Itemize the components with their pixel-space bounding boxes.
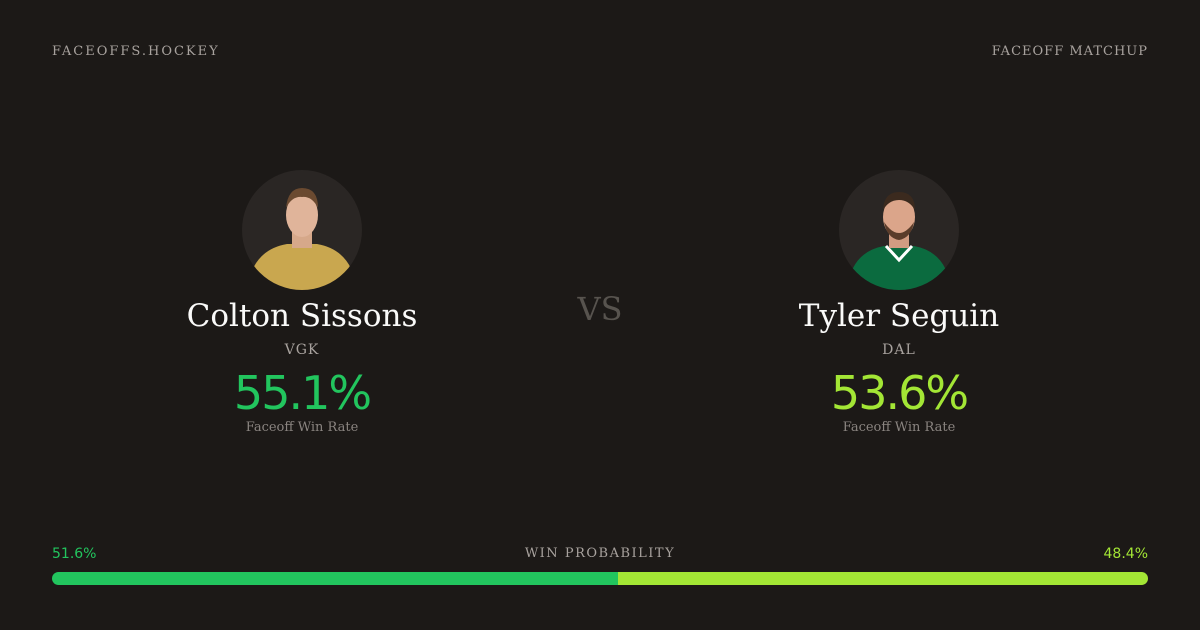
player-card: Tyler Seguin DAL 53.6% Faceoff Win Rate — [699, 170, 1099, 435]
probability-segment — [52, 572, 618, 585]
player-photo — [242, 170, 362, 290]
player-name: Tyler Seguin — [798, 298, 1000, 334]
player-name: Colton Sissons — [186, 298, 418, 334]
player-rate: 53.6% — [830, 366, 969, 420]
player-photo — [839, 170, 959, 290]
probability-label: 48.4% — [1103, 546, 1148, 562]
probability-label: 51.6% — [52, 546, 97, 562]
player-team: DAL — [882, 342, 916, 358]
player-card: Colton Sissons VGK 55.1% Faceoff Win Rat… — [102, 170, 502, 435]
rate-label: Faceoff Win Rate — [245, 420, 359, 435]
player-rate: 55.1% — [233, 366, 372, 420]
player-team: VGK — [284, 342, 320, 358]
page-label: FACEOFF MATCHUP — [991, 44, 1148, 59]
site-name: FACEOFFS.HOCKEY — [52, 44, 220, 59]
probability-title: WIN PROBABILITY — [524, 546, 676, 561]
probability-bar — [52, 572, 1148, 585]
rate-label: Faceoff Win Rate — [842, 420, 956, 435]
probability-segment — [617, 572, 1148, 585]
versus: VS — [577, 290, 623, 328]
